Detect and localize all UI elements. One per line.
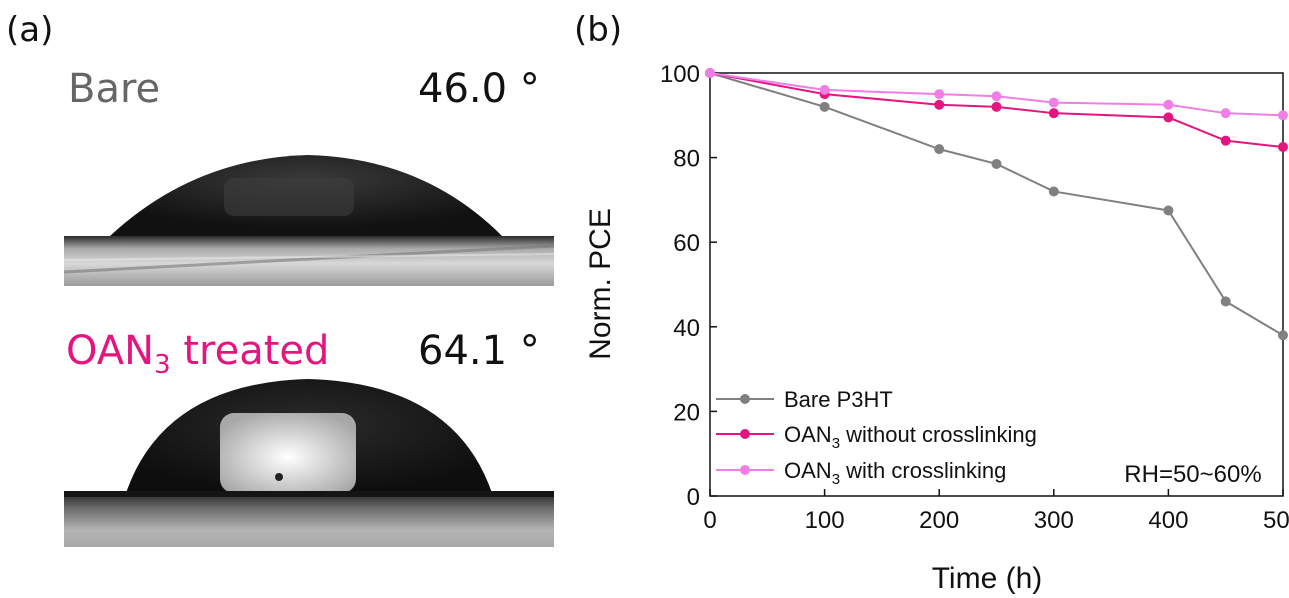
x-tick-label: 300 xyxy=(1034,507,1074,534)
x-tick-label: 400 xyxy=(1148,507,1188,534)
series-line xyxy=(709,72,1284,337)
data-point xyxy=(1048,108,1059,119)
x-axis-label: Time (h) xyxy=(932,562,1043,595)
panel-a-label: (a) xyxy=(6,10,54,50)
treated-title-subscript: 3 xyxy=(154,350,171,380)
treated-title-rest: treated xyxy=(170,328,330,374)
bare-substrate xyxy=(64,236,554,286)
y-tick-label: 60 xyxy=(673,230,700,257)
data-point xyxy=(1220,135,1231,146)
data-point xyxy=(991,91,1002,102)
x-tick-label: 100 xyxy=(805,507,845,534)
data-point xyxy=(934,89,945,100)
chart-axes: 0 100 200 300 400 500 0 20 40 60 80 100 xyxy=(660,61,1289,534)
bare-title: Bare xyxy=(68,66,161,112)
data-point xyxy=(991,158,1002,169)
treated-substrate xyxy=(64,491,554,547)
treated-title: OAN3 treated xyxy=(66,328,329,380)
data-point xyxy=(1048,186,1059,197)
data-point xyxy=(819,84,830,95)
x-tick-label: 200 xyxy=(919,507,959,534)
x-tick-label: 0 xyxy=(703,507,716,534)
data-point xyxy=(934,144,945,155)
y-tick-label: 80 xyxy=(673,146,700,173)
data-point xyxy=(1278,330,1288,341)
data-point xyxy=(1220,296,1231,307)
y-tick-label: 0 xyxy=(687,484,700,511)
data-point xyxy=(1163,205,1174,216)
data-point xyxy=(1220,108,1231,119)
legend-marker xyxy=(740,394,750,404)
legend-label: OAN3 with crosslinking xyxy=(784,458,1006,488)
data-point xyxy=(1278,110,1288,121)
series-line xyxy=(709,72,1284,149)
treated-contact-angle: 64.1 ° xyxy=(418,328,540,374)
data-point xyxy=(1048,97,1059,108)
legend-label: OAN3 without crosslinking xyxy=(784,422,1037,452)
plot-frame xyxy=(709,72,1284,497)
y-axis-label: Norm. PCE xyxy=(584,208,617,360)
treated-title-main: OAN xyxy=(66,328,155,374)
bare-droplet-photo xyxy=(64,155,554,286)
legend-marker xyxy=(740,429,750,439)
data-point xyxy=(934,99,945,110)
pce-stability-chart: 0 100 200 300 400 500 0 20 40 60 80 100 Bare P3HT OA… xyxy=(584,61,1289,595)
treated-droplet-photo xyxy=(64,379,554,547)
data-point xyxy=(705,68,715,78)
series-line xyxy=(709,72,1284,117)
data-point xyxy=(1163,99,1174,110)
data-point xyxy=(991,101,1002,112)
legend-label: Bare P3HT xyxy=(784,387,893,412)
y-tick-label: 20 xyxy=(673,399,700,426)
series-2 xyxy=(705,68,1288,121)
data-point xyxy=(819,101,830,112)
legend-marker xyxy=(740,465,750,475)
humidity-annotation: RH=50~60% xyxy=(1124,461,1261,488)
y-tick-label: 40 xyxy=(673,315,700,342)
y-tick-label: 100 xyxy=(660,61,700,88)
x-tick-label: 500 xyxy=(1263,507,1289,534)
data-point xyxy=(1163,112,1174,123)
panel-b-label: (b) xyxy=(574,10,623,50)
bare-contact-angle: 46.0 ° xyxy=(418,66,540,112)
data-point xyxy=(1278,142,1288,153)
chart-series xyxy=(705,68,1288,341)
chart-legend: Bare P3HT OAN3 without crosslinking OAN3 w… xyxy=(716,387,1037,488)
